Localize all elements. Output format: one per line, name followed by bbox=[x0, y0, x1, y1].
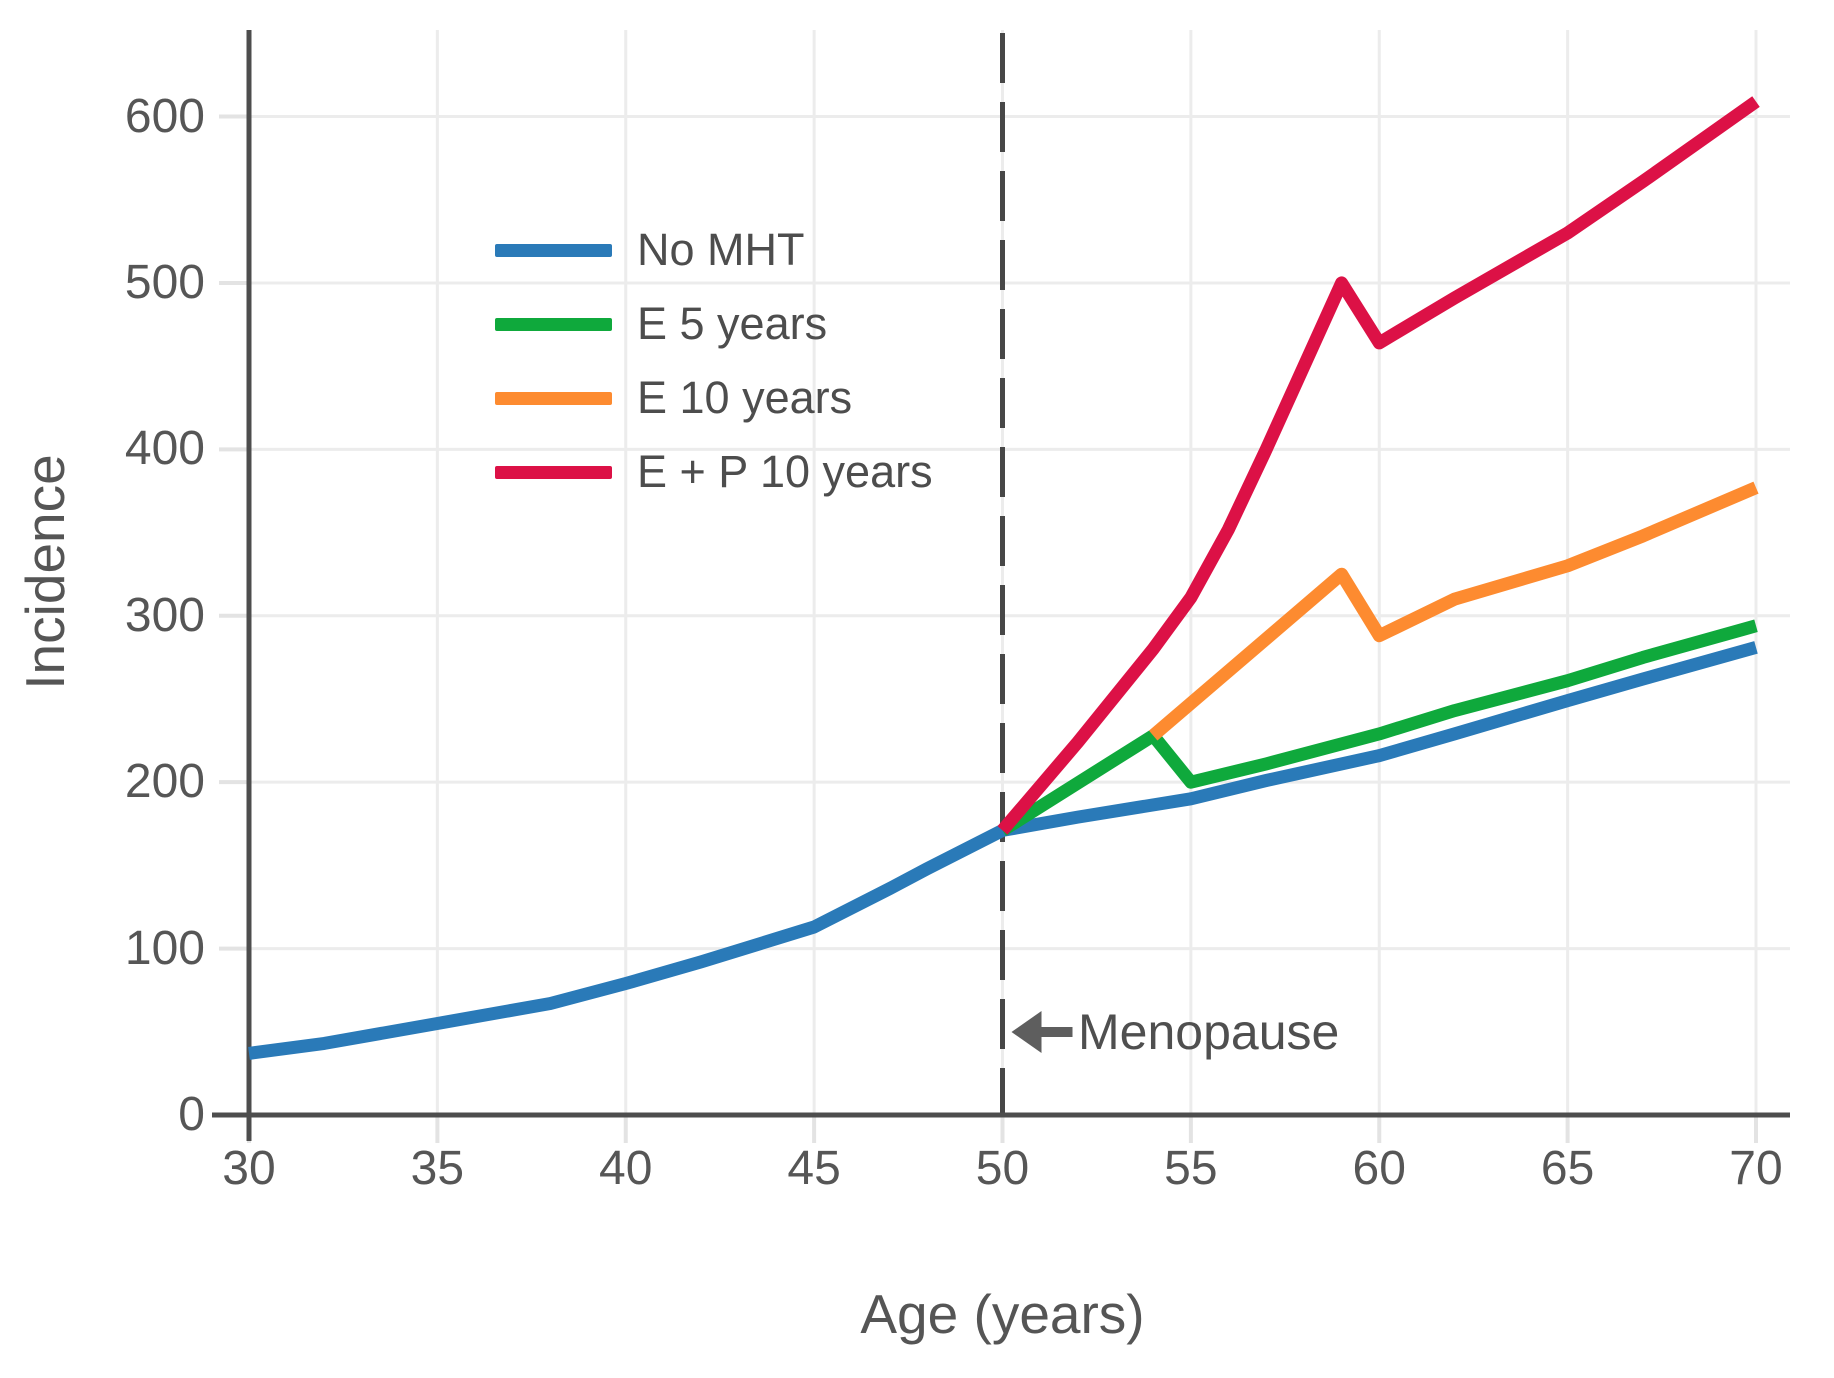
x-tick-label: 35 bbox=[410, 1142, 465, 1195]
legend-label: E 5 years bbox=[637, 298, 828, 349]
x-tick-label: 70 bbox=[1729, 1142, 1783, 1195]
x-tick-label: 50 bbox=[975, 1142, 1030, 1195]
x-tick-label: 65 bbox=[1540, 1142, 1595, 1195]
series-line-e-10-years bbox=[1148, 481, 1759, 741]
arrow-shaft bbox=[1038, 1027, 1073, 1037]
y-tick-label: 600 bbox=[124, 89, 205, 143]
menopause-annotation-label: Menopause bbox=[1078, 1004, 1340, 1060]
series-line-e-5-years bbox=[999, 619, 1758, 836]
legend-swatch-e-5-years bbox=[495, 317, 612, 331]
arrow-left-icon bbox=[1011, 1011, 1042, 1053]
y-axis-title: Incidence bbox=[14, 454, 76, 690]
legend-item-no-mht: No MHT bbox=[495, 213, 933, 287]
y-tick-label: 300 bbox=[124, 588, 205, 642]
legend-item-e-5-years: E 5 years bbox=[495, 287, 933, 361]
series-line-e-p-10-years bbox=[997, 96, 1760, 835]
legend-swatch-e-p-10-years bbox=[495, 465, 612, 479]
legend-item-e-10-years: E 10 years bbox=[495, 361, 933, 435]
legend-label: E + P 10 years bbox=[637, 446, 933, 497]
x-tick-label: 60 bbox=[1352, 1142, 1406, 1195]
y-tick-label: 100 bbox=[124, 921, 205, 975]
x-tick-label: 40 bbox=[599, 1142, 653, 1195]
x-tick-label: 45 bbox=[787, 1142, 841, 1195]
legend: No MHT E 5 years E 10 years E + P 10 yea… bbox=[495, 213, 933, 509]
y-tick-label: 0 bbox=[178, 1088, 205, 1141]
y-tick-label: 500 bbox=[124, 255, 205, 309]
series-line-no-mht bbox=[248, 641, 1758, 1060]
x-tick-label: 30 bbox=[222, 1142, 276, 1195]
legend-swatch-e-10-years bbox=[495, 391, 612, 405]
legend-item-e-p-10-years: E + P 10 years bbox=[495, 435, 933, 509]
legend-label: No MHT bbox=[637, 224, 805, 275]
y-tick-label: 200 bbox=[124, 755, 205, 809]
x-tick-label: 55 bbox=[1164, 1142, 1218, 1195]
x-axis-title: Age (years) bbox=[860, 1283, 1145, 1345]
y-tick-label: 400 bbox=[124, 422, 205, 476]
legend-label: E 10 years bbox=[637, 372, 853, 423]
legend-swatch-no-mht bbox=[495, 243, 612, 257]
